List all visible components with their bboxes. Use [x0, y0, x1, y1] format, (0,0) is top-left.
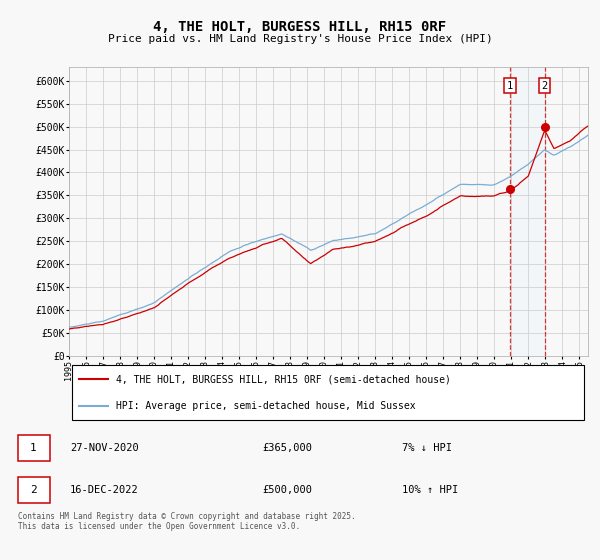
Text: 27-NOV-2020: 27-NOV-2020 — [70, 443, 139, 453]
FancyBboxPatch shape — [18, 435, 50, 461]
Text: £500,000: £500,000 — [262, 485, 312, 495]
Text: 16-DEC-2022: 16-DEC-2022 — [70, 485, 139, 495]
FancyBboxPatch shape — [71, 365, 584, 420]
FancyBboxPatch shape — [18, 477, 50, 503]
Text: 4, THE HOLT, BURGESS HILL, RH15 0RF: 4, THE HOLT, BURGESS HILL, RH15 0RF — [154, 20, 446, 34]
Text: 2: 2 — [30, 485, 37, 495]
Text: £365,000: £365,000 — [262, 443, 312, 453]
Bar — [510, 67, 545, 356]
Text: 7% ↓ HPI: 7% ↓ HPI — [402, 443, 452, 453]
Text: Price paid vs. HM Land Registry's House Price Index (HPI): Price paid vs. HM Land Registry's House … — [107, 34, 493, 44]
Text: HPI: Average price, semi-detached house, Mid Sussex: HPI: Average price, semi-detached house,… — [116, 401, 415, 411]
Text: 2: 2 — [542, 81, 548, 91]
Text: 1: 1 — [30, 443, 37, 453]
Text: 4, THE HOLT, BURGESS HILL, RH15 0RF (semi-detached house): 4, THE HOLT, BURGESS HILL, RH15 0RF (sem… — [116, 374, 451, 384]
Text: Contains HM Land Registry data © Crown copyright and database right 2025.
This d: Contains HM Land Registry data © Crown c… — [18, 512, 355, 531]
Text: 1: 1 — [507, 81, 513, 91]
Text: 10% ↑ HPI: 10% ↑ HPI — [402, 485, 458, 495]
